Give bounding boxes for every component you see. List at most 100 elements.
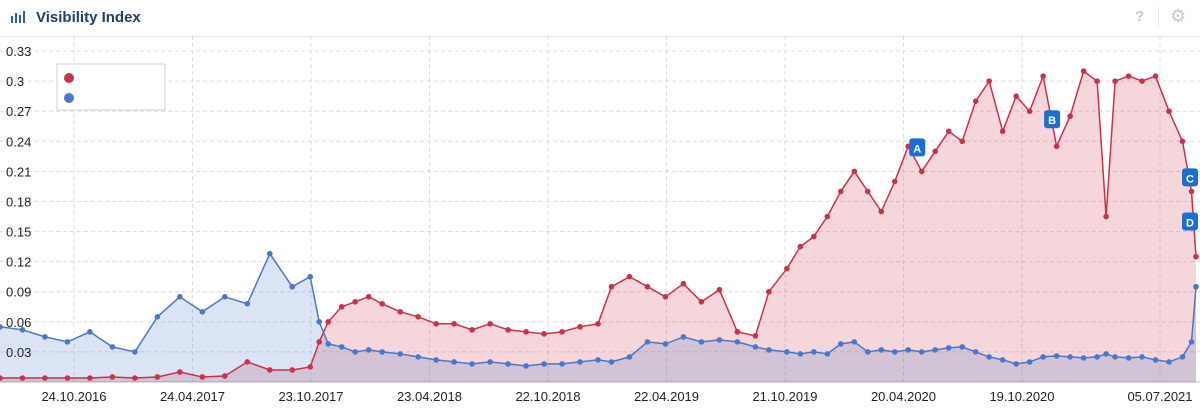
red-data-point bbox=[864, 188, 871, 195]
red-data-point bbox=[222, 373, 228, 379]
red-data-point bbox=[662, 293, 669, 300]
red-data-point bbox=[595, 321, 601, 327]
red-data-point bbox=[266, 367, 273, 373]
blue-data-point bbox=[316, 319, 323, 325]
red-data-point bbox=[523, 329, 529, 335]
blue-data-point bbox=[766, 347, 772, 353]
red-data-point bbox=[244, 359, 251, 365]
blue-data-point bbox=[87, 329, 93, 335]
marker-label: A bbox=[913, 143, 921, 155]
blue-data-point bbox=[577, 359, 583, 365]
red-data-point bbox=[541, 331, 547, 337]
marker-label: C bbox=[1186, 173, 1194, 185]
blue-data-point bbox=[487, 359, 493, 365]
y-tick-label: 0.3 bbox=[6, 74, 24, 89]
y-tick-label: 0.12 bbox=[6, 255, 31, 270]
blue-data-point bbox=[1026, 359, 1033, 365]
red-data-point bbox=[932, 148, 939, 155]
blue-data-point bbox=[837, 341, 844, 347]
chart-header: Visibility Index ? ⚙ bbox=[0, 0, 1200, 37]
blue-data-point bbox=[644, 339, 651, 345]
blue-data-point bbox=[698, 339, 705, 345]
red-data-point bbox=[1013, 93, 1019, 99]
red-data-point bbox=[959, 138, 965, 145]
blue-data-point bbox=[1166, 359, 1172, 365]
x-tick-label: 19.10.2020 bbox=[989, 389, 1054, 404]
blue-data-point bbox=[109, 344, 116, 350]
red-data-point bbox=[1193, 253, 1199, 260]
red-data-point bbox=[559, 329, 565, 335]
y-tick-label: 0.21 bbox=[6, 164, 31, 179]
red-data-point bbox=[397, 308, 403, 315]
blue-data-point bbox=[0, 324, 3, 330]
blue-data-point bbox=[397, 351, 403, 357]
x-tick-label: 23.04.2018 bbox=[397, 389, 462, 404]
bar-chart-icon bbox=[11, 11, 25, 23]
blue-data-point bbox=[959, 344, 965, 350]
legend-swatch-red bbox=[64, 73, 74, 83]
legend-swatch-blue bbox=[64, 93, 74, 103]
blue-data-point bbox=[811, 349, 817, 355]
red-data-point bbox=[325, 319, 332, 325]
y-tick-label: 0.27 bbox=[6, 104, 31, 119]
blue-data-point bbox=[1152, 357, 1159, 363]
chart-grid bbox=[0, 36, 1200, 383]
red-data-point bbox=[487, 321, 493, 327]
chart-points bbox=[0, 68, 1199, 381]
red-data-point bbox=[797, 243, 804, 250]
blue-data-point bbox=[680, 334, 687, 340]
x-tick-label: 22.10.2018 bbox=[515, 389, 580, 404]
blue-data-point bbox=[154, 314, 161, 320]
x-tick-label: 24.10.2016 bbox=[41, 389, 106, 404]
question-icon[interactable]: ? bbox=[1135, 8, 1145, 25]
x-tick-label: 23.10.2017 bbox=[278, 389, 343, 404]
blue-data-point bbox=[1139, 354, 1145, 360]
red-data-point bbox=[824, 213, 831, 220]
red-data-point bbox=[87, 375, 93, 381]
red-data-point bbox=[577, 324, 583, 330]
red-data-point bbox=[644, 283, 651, 290]
blue-data-point bbox=[945, 345, 952, 351]
y-tick-label: 0.03 bbox=[6, 345, 31, 360]
x-tick-label: 24.04.2017 bbox=[160, 389, 225, 404]
blue-series-area bbox=[0, 253, 1196, 382]
red-data-point bbox=[1103, 213, 1109, 220]
marker-badge bbox=[1182, 168, 1198, 187]
red-data-point bbox=[1026, 108, 1033, 115]
blue-data-point bbox=[365, 347, 372, 353]
red-data-point bbox=[154, 374, 161, 380]
red-data-point bbox=[1125, 73, 1132, 79]
red-data-point bbox=[451, 321, 457, 327]
blue-data-point bbox=[891, 349, 898, 355]
event-marker-d: D bbox=[1182, 212, 1198, 231]
blue-data-point bbox=[42, 334, 48, 340]
y-tick-label: 0.09 bbox=[6, 285, 31, 300]
blue-data-point bbox=[1179, 354, 1186, 360]
red-data-point bbox=[626, 273, 633, 280]
red-data-point bbox=[878, 208, 885, 215]
x-tick-label: 22.04.2019 bbox=[634, 389, 699, 404]
marker-label: B bbox=[1048, 115, 1056, 127]
y-axis-ticks: 0.03 0.06 0.09 0.12 0.15 0.18 0.21 0.24 0.27 0.3 0… bbox=[6, 44, 31, 360]
x-axis-ticks: 24.10.2016 24.04.2017 23.10.2017 23.04.2018… bbox=[41, 389, 1192, 404]
blue-data-point bbox=[19, 327, 26, 333]
marker-badge bbox=[1044, 110, 1061, 129]
red-data-point bbox=[1080, 68, 1087, 74]
red-data-point bbox=[766, 288, 772, 295]
blue-data-point bbox=[662, 341, 669, 347]
gear-icon[interactable]: ⚙ bbox=[1170, 6, 1187, 26]
red-data-point bbox=[307, 364, 314, 370]
blue-data-point bbox=[433, 357, 439, 363]
blue-data-point bbox=[1067, 354, 1073, 360]
blue-data-point bbox=[352, 349, 359, 355]
red-data-point bbox=[316, 339, 323, 345]
blue-data-point bbox=[864, 349, 871, 355]
red-data-point bbox=[918, 168, 925, 175]
red-data-point bbox=[1094, 78, 1100, 84]
red-data-point bbox=[64, 375, 71, 381]
blue-data-point bbox=[1053, 353, 1060, 359]
blue-data-point bbox=[972, 349, 979, 355]
y-tick-label: 0.06 bbox=[6, 315, 31, 330]
blue-data-point bbox=[905, 347, 912, 353]
blue-data-point bbox=[415, 354, 421, 360]
